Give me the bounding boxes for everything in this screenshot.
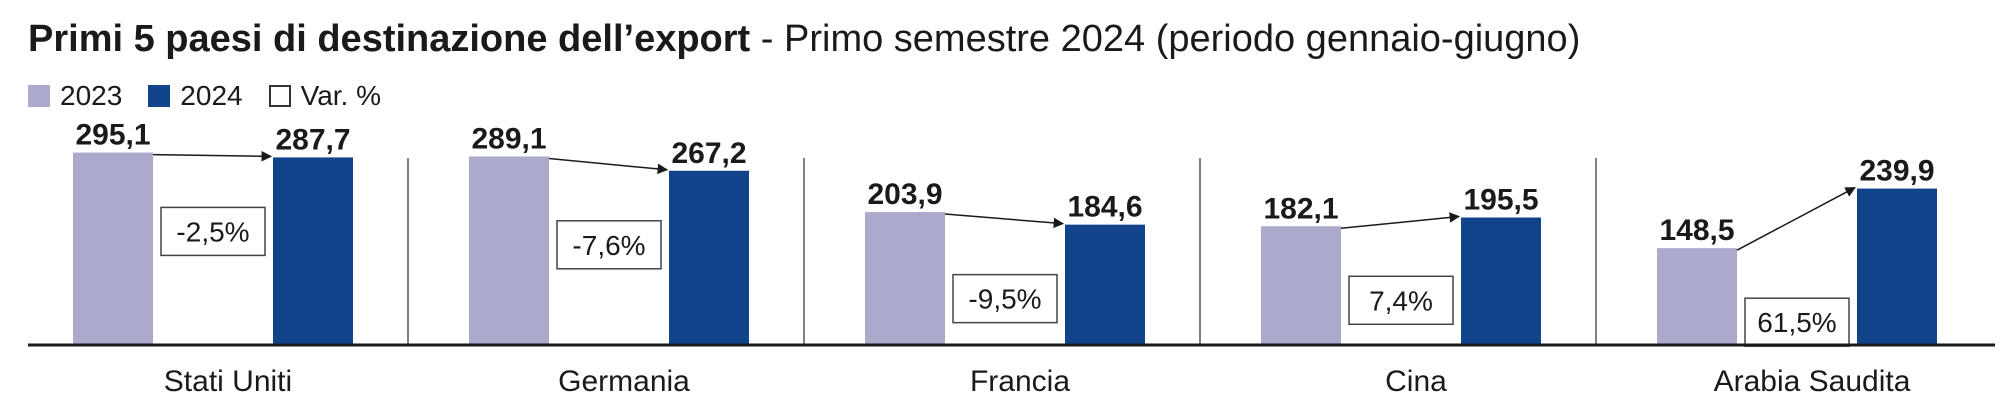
legend: 2023 2024 Var. % bbox=[28, 80, 407, 112]
var-pct-box bbox=[952, 273, 1058, 324]
data-label-2023: 148,5 bbox=[1659, 214, 1734, 247]
category-label: Cina bbox=[1385, 365, 1447, 398]
change-arrow bbox=[152, 151, 273, 162]
legend-swatch-var bbox=[268, 85, 291, 107]
bar-2024 bbox=[669, 170, 749, 345]
bar-2024 bbox=[1065, 224, 1145, 345]
legend-item-2023: 2023 bbox=[28, 80, 122, 112]
data-label-2024: 195,5 bbox=[1463, 184, 1538, 217]
legend-label-var: Var. % bbox=[300, 80, 381, 111]
legend-label-2023: 2023 bbox=[60, 80, 123, 111]
bar-2023 bbox=[865, 212, 945, 345]
change-arrow bbox=[1340, 212, 1461, 230]
legend-item-2024: 2024 bbox=[148, 80, 243, 112]
data-label-2024: 287,7 bbox=[275, 123, 350, 156]
legend-swatch-2024 bbox=[148, 85, 171, 107]
var-pct-box bbox=[160, 206, 266, 257]
legend-label-2024: 2024 bbox=[180, 80, 243, 111]
category-label: Arabia Saudita bbox=[1714, 365, 1911, 398]
data-label-2023: 289,1 bbox=[471, 123, 546, 156]
bar-2024 bbox=[273, 157, 353, 345]
var-pct-label: -9,5% bbox=[968, 284, 1041, 315]
data-label-2024: 239,9 bbox=[1859, 155, 1934, 188]
data-label-2023: 182,1 bbox=[1263, 192, 1338, 225]
change-arrow bbox=[1736, 186, 1856, 251]
var-pct-box bbox=[1744, 297, 1850, 347]
title-separator: - bbox=[750, 18, 784, 60]
var-pct-box bbox=[1348, 275, 1454, 326]
bar-2023 bbox=[1657, 248, 1737, 345]
var-pct-label: -7,6% bbox=[572, 230, 645, 261]
legend-swatch-2023 bbox=[28, 85, 50, 107]
bar-2023 bbox=[469, 156, 549, 345]
bar-2023 bbox=[1261, 226, 1341, 345]
var-pct-box bbox=[556, 220, 662, 270]
data-label-2023: 203,9 bbox=[867, 178, 942, 211]
bar-2024 bbox=[1857, 188, 1937, 345]
var-pct-label: 61,5% bbox=[1757, 307, 1836, 338]
category-label: Stati Uniti bbox=[164, 365, 292, 398]
chart-header: Primi 5 paesi di destinazione dell’expor… bbox=[28, 18, 1580, 78]
var-pct-label: -2,5% bbox=[176, 216, 249, 247]
bar-2023 bbox=[73, 152, 153, 345]
bar-2024 bbox=[1461, 217, 1541, 345]
data-label-2024: 267,2 bbox=[671, 137, 746, 170]
chart-subtitle: Primo semestre 2024 (periodo gennaio-giu… bbox=[784, 18, 1581, 60]
category-label: Germania bbox=[558, 365, 690, 398]
change-arrow bbox=[944, 213, 1065, 229]
var-pct-label: 7,4% bbox=[1369, 285, 1433, 316]
chart-title: Primi 5 paesi di destinazione dell’expor… bbox=[28, 18, 751, 60]
legend-item-var: Var. % bbox=[268, 80, 381, 112]
category-label: Francia bbox=[970, 365, 1070, 398]
data-label-2024: 184,6 bbox=[1067, 191, 1142, 224]
data-label-2023: 295,1 bbox=[75, 119, 150, 152]
change-arrow bbox=[548, 157, 669, 175]
